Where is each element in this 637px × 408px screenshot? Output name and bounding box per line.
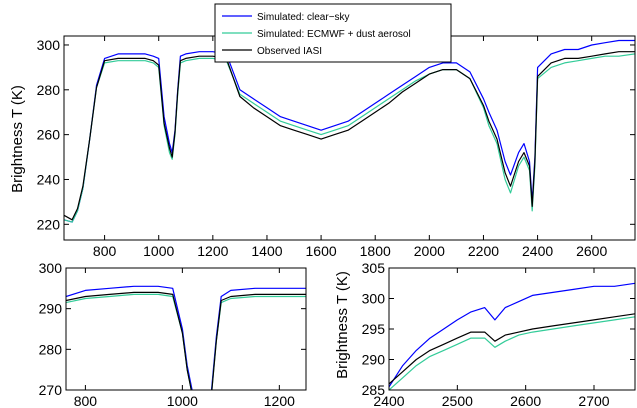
series-top-0 — [64, 39, 635, 223]
ylabel-bottom-right: Brightness T (K) — [334, 271, 351, 379]
x-ticks-bottom-left: 800 1000 1200 — [74, 268, 295, 408]
x-tick-label-bottom-right-3: 2700 — [578, 393, 609, 408]
y-tick-label-top-1: 240 — [37, 171, 61, 187]
legend-label-observed-iasi: Observed IASI — [257, 46, 322, 57]
series-top-2 — [64, 51, 635, 221]
panel-bottom-right: Brightness T (K) 2400 2500 2600 2700 285 290… — [334, 260, 636, 408]
x-tick-label-bottom-left-0: 800 — [74, 393, 98, 408]
x-tick-label-bottom-right-2: 2600 — [510, 393, 541, 408]
x-tick-label-top-7: 2200 — [468, 243, 499, 259]
series-bottom-left-1 — [66, 293, 306, 390]
y-tick-label-bottom-left-0: 270 — [39, 382, 63, 398]
x-tick-label-bottom-left-2: 1200 — [264, 393, 295, 408]
x-tick-label-top-2: 1200 — [197, 243, 228, 259]
y-tick-label-bottom-left-2: 290 — [39, 301, 63, 317]
y-tick-label-top-4: 300 — [37, 37, 61, 53]
series-bottom-right-2 — [389, 313, 635, 385]
y-ticks-bottom-right: 285 290 295 300 305 — [362, 260, 635, 398]
y-tick-label-bottom-right-4: 305 — [362, 260, 386, 276]
y-tick-label-top-0: 220 — [37, 216, 61, 232]
x-ticks-bottom-right: 2400 2500 2600 2700 — [373, 268, 610, 408]
series-bottom-right-1 — [389, 316, 635, 390]
ylabel-top: Brightness T (K) — [9, 85, 26, 193]
legend-label-clear-sky: Simulated: clear−sky — [257, 12, 350, 23]
legend: Simulated: clear−sky Simulated: ECMWF + … — [214, 3, 452, 63]
axes-frame-bottom-left — [65, 267, 307, 391]
series-bottom-right-0 — [389, 282, 635, 388]
x-tick-label-bottom-left-1: 1000 — [167, 393, 198, 408]
y-ticks-top: 220 240 260 280 300 — [37, 37, 635, 232]
y-ticks-bottom-left: 270 280 290 300 — [39, 260, 306, 398]
legend-label-ecmwf-dust: Simulated: ECMWF + dust aerosol — [257, 29, 411, 40]
y-tick-label-bottom-left-3: 300 — [39, 260, 63, 276]
x-tick-label-top-5: 1800 — [360, 243, 391, 259]
x-tick-label-top-1: 1000 — [143, 243, 174, 259]
y-tick-label-bottom-right-0: 285 — [362, 382, 386, 398]
y-tick-label-top-3: 280 — [37, 82, 61, 98]
x-tick-label-top-6: 2000 — [414, 243, 445, 259]
panel-bottom-left: 800 1000 1200 270 280 290 300 — [39, 260, 307, 408]
axes-frame-top — [63, 35, 636, 241]
x-tick-label-bottom-right-1: 2500 — [442, 393, 473, 408]
y-tick-label-bottom-right-2: 295 — [362, 321, 386, 337]
panel-top: Brightness T (K) 800 1000 1200 1400 1600 1800… — [9, 3, 636, 259]
y-tick-label-top-2: 260 — [37, 127, 61, 143]
legend-box — [214, 3, 452, 63]
series-bottom-left-0 — [66, 285, 306, 390]
series-layer-bottom-right — [389, 282, 635, 390]
x-tick-label-bottom-right-0: 2400 — [373, 393, 404, 408]
y-tick-label-bottom-right-3: 300 — [362, 291, 386, 307]
x-tick-label-top-4: 1600 — [306, 243, 337, 259]
series-layer-top — [64, 39, 635, 223]
x-tick-label-top-8: 2400 — [522, 243, 553, 259]
series-layer-bottom-left — [66, 285, 306, 390]
series-bottom-left-2 — [66, 291, 306, 390]
x-tick-label-top-9: 2600 — [576, 243, 607, 259]
y-tick-label-bottom-right-1: 290 — [362, 352, 386, 368]
x-tick-label-top-0: 800 — [93, 243, 117, 259]
x-ticks-top: 800 1000 1200 1400 1600 1800 2000 2200 2400 2600 — [93, 36, 607, 259]
x-tick-label-top-3: 1400 — [251, 243, 282, 259]
series-top-1 — [64, 53, 635, 223]
y-tick-label-bottom-left-1: 280 — [39, 341, 63, 357]
